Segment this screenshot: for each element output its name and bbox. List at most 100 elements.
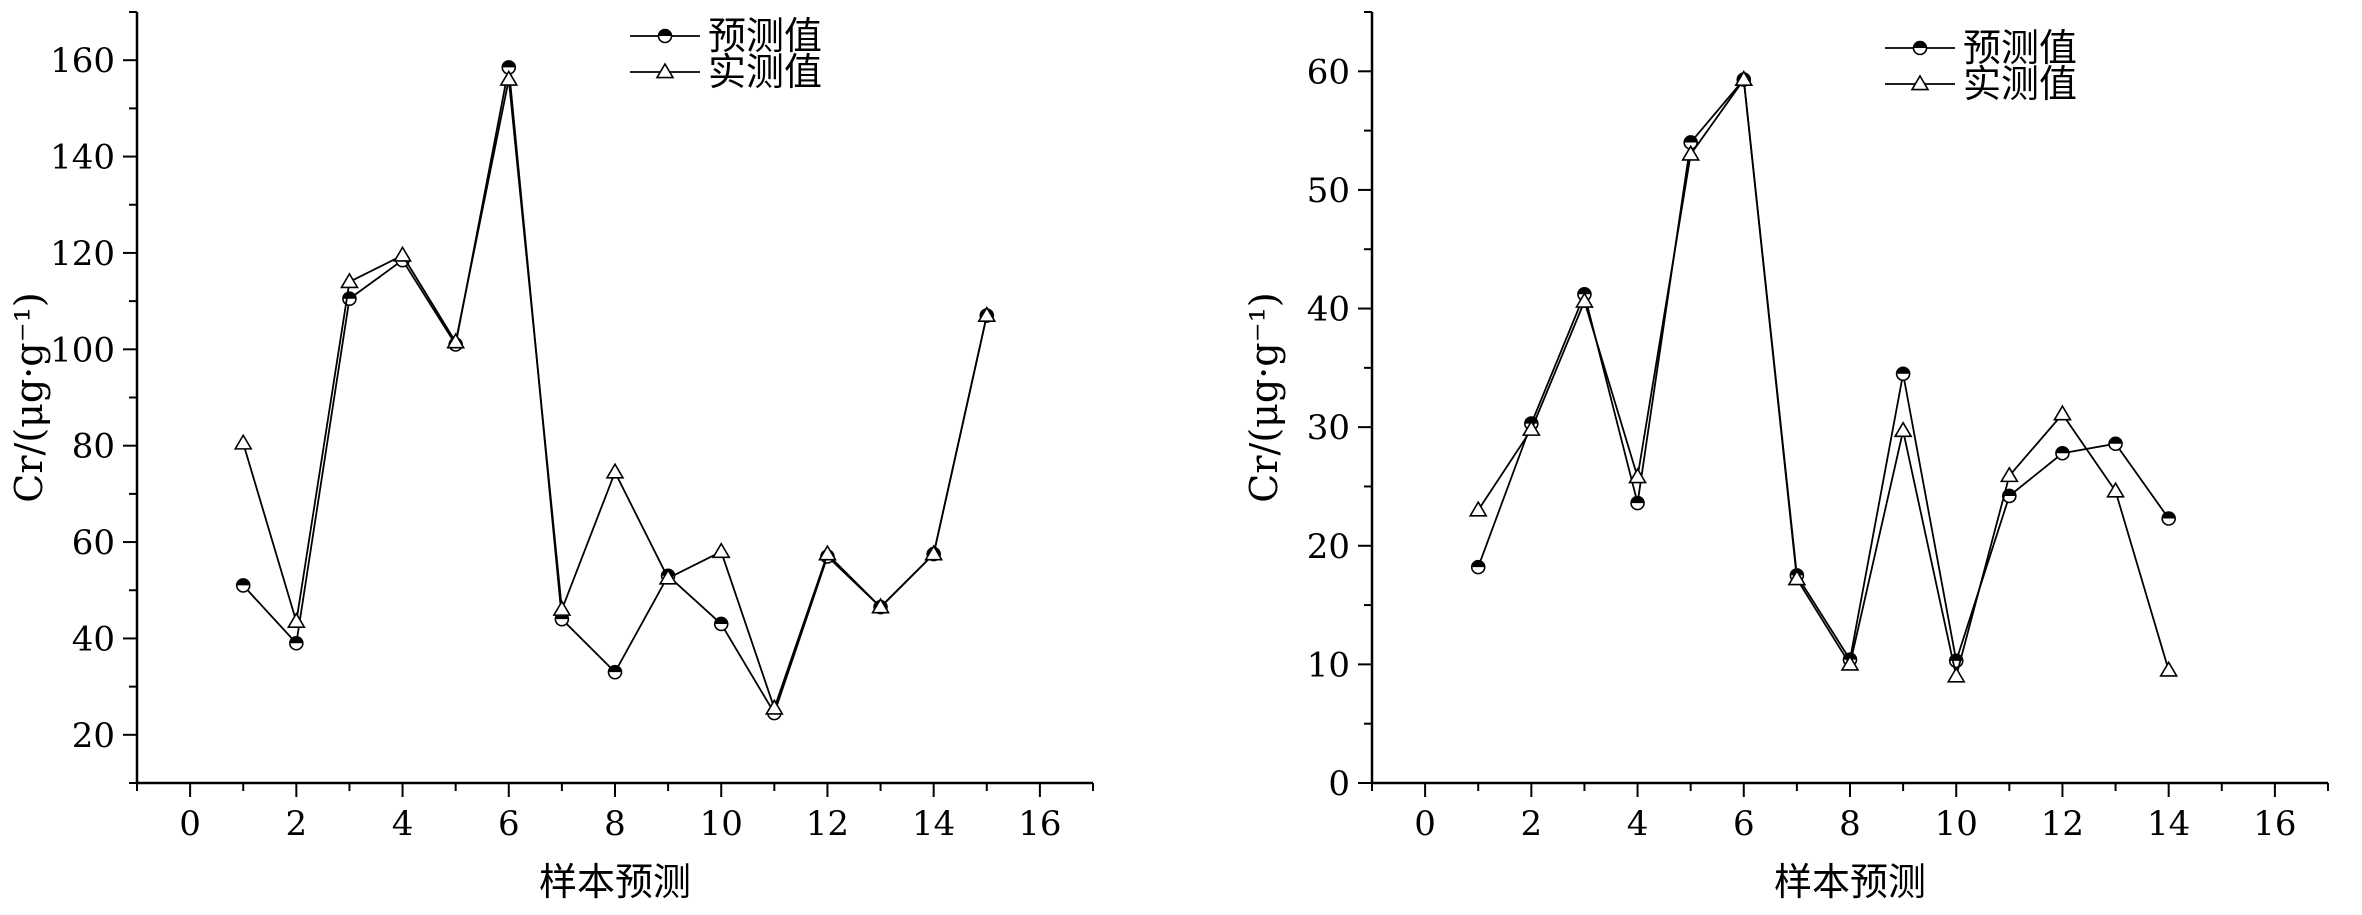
data-point xyxy=(713,616,729,632)
data-point xyxy=(446,332,466,349)
y-tick-label: 20 xyxy=(72,716,115,756)
x-tick-label: 14 xyxy=(2147,804,2190,844)
data-point xyxy=(871,597,890,614)
data-point xyxy=(658,568,678,585)
data-point xyxy=(1470,559,1486,575)
y-tick-label: 140 xyxy=(50,138,115,178)
data-point xyxy=(1840,654,1860,671)
data-point xyxy=(1521,419,1541,436)
x-tick-label: 16 xyxy=(2253,804,2296,844)
marker-fill xyxy=(2162,511,2176,519)
series-line-predicted xyxy=(242,67,988,716)
x-tick-label: 12 xyxy=(2041,804,2084,844)
x-tick-label: 16 xyxy=(1018,804,1061,844)
series-line-measured xyxy=(1477,77,2170,677)
marker-fill xyxy=(714,617,728,624)
x-tick-label: 8 xyxy=(1839,804,1861,844)
data-point xyxy=(1895,366,1911,382)
y-axis-title: Cr/(μg·g⁻¹) xyxy=(7,292,51,502)
data-point xyxy=(2108,436,2123,452)
marker-fill xyxy=(236,578,250,586)
y-tick-label: 20 xyxy=(1307,527,1350,567)
data-point xyxy=(289,635,304,651)
marker-fill xyxy=(658,29,672,36)
data-point xyxy=(924,544,944,561)
series-line-measured xyxy=(242,79,988,712)
marker-fill xyxy=(608,665,622,673)
legend-marker xyxy=(1910,74,1930,91)
x-tick-label: 12 xyxy=(806,804,849,844)
x-tick-label: 2 xyxy=(1521,804,1543,844)
marker-fill xyxy=(1471,560,1485,568)
marker-fill xyxy=(289,636,303,644)
x-tick-label: 10 xyxy=(1935,804,1978,844)
data-point xyxy=(1893,421,1913,438)
data-point xyxy=(2161,511,2176,526)
data-point xyxy=(1734,70,1754,87)
y-tick-label: 60 xyxy=(1307,52,1350,92)
data-point xyxy=(1683,135,1698,150)
legend-marker xyxy=(1912,40,1928,56)
data-point xyxy=(1468,500,1488,517)
data-point xyxy=(1946,666,1966,683)
marker-fill xyxy=(2055,446,2069,454)
legend-label: 预测值 xyxy=(1963,26,2077,70)
y-tick-label: 100 xyxy=(50,330,115,370)
x-tick-label: 6 xyxy=(1733,804,1755,844)
x-tick-label: 10 xyxy=(700,804,743,844)
data-point xyxy=(1575,291,1594,308)
data-point xyxy=(2055,445,2070,461)
data-point xyxy=(235,578,251,593)
x-tick-label: 0 xyxy=(1414,804,1436,844)
data-point xyxy=(2159,660,2179,677)
data-point xyxy=(340,272,359,289)
x-tick-label: 4 xyxy=(1627,804,1649,844)
left-chart-panel: 0 2 4 6 8 10 12 14 16 20 40 60 80 100 120 140 160 样本预测 Cr/… xyxy=(7,11,1094,904)
data-point xyxy=(605,462,625,479)
y-tick-label: 40 xyxy=(72,619,115,659)
marker-fill xyxy=(2109,437,2123,444)
y-tick-label: 30 xyxy=(1307,408,1350,448)
marker-fill xyxy=(1631,496,1645,504)
data-point xyxy=(1999,466,2019,483)
y-axis-title: Cr/(μg·g⁻¹) xyxy=(1242,292,1286,502)
x-axis-title: 样本预测 xyxy=(1774,860,1926,904)
y-tick-label: 80 xyxy=(72,427,115,467)
x-tick-label: 8 xyxy=(604,804,626,844)
data-point xyxy=(233,433,253,450)
data-point xyxy=(286,611,306,628)
legend-label: 实测值 xyxy=(1963,62,2077,106)
x-tick-label: 14 xyxy=(912,804,955,844)
data-point xyxy=(1787,569,1807,586)
y-tick-label: 50 xyxy=(1307,171,1350,211)
x-tick-label: 6 xyxy=(498,804,520,844)
data-point xyxy=(607,664,623,680)
marker-fill xyxy=(1577,287,1591,295)
legend-marker xyxy=(657,28,673,44)
legend-label: 实测值 xyxy=(708,50,822,94)
y-tick-label: 40 xyxy=(1307,290,1350,330)
data-point xyxy=(552,599,572,616)
y-tick-label: 120 xyxy=(50,234,115,274)
data-point xyxy=(342,291,357,307)
data-point xyxy=(1681,144,1701,161)
legend-marker xyxy=(655,62,675,79)
x-tick-label: 2 xyxy=(286,804,308,844)
marker-fill xyxy=(1896,367,1910,374)
data-point xyxy=(1628,467,1647,484)
x-tick-label: 4 xyxy=(392,804,414,844)
marker-fill xyxy=(502,60,516,68)
data-point xyxy=(977,306,997,322)
y-tick-label: 0 xyxy=(1328,764,1350,804)
data-point xyxy=(818,544,837,561)
data-point xyxy=(711,542,731,559)
marker-fill xyxy=(1684,135,1698,143)
x-tick-label: 0 xyxy=(179,804,201,844)
data-point xyxy=(764,698,784,715)
data-point xyxy=(499,69,519,86)
data-point xyxy=(2106,481,2125,498)
data-point xyxy=(2053,404,2072,421)
y-tick-label: 60 xyxy=(72,523,115,563)
data-point xyxy=(1630,495,1645,511)
